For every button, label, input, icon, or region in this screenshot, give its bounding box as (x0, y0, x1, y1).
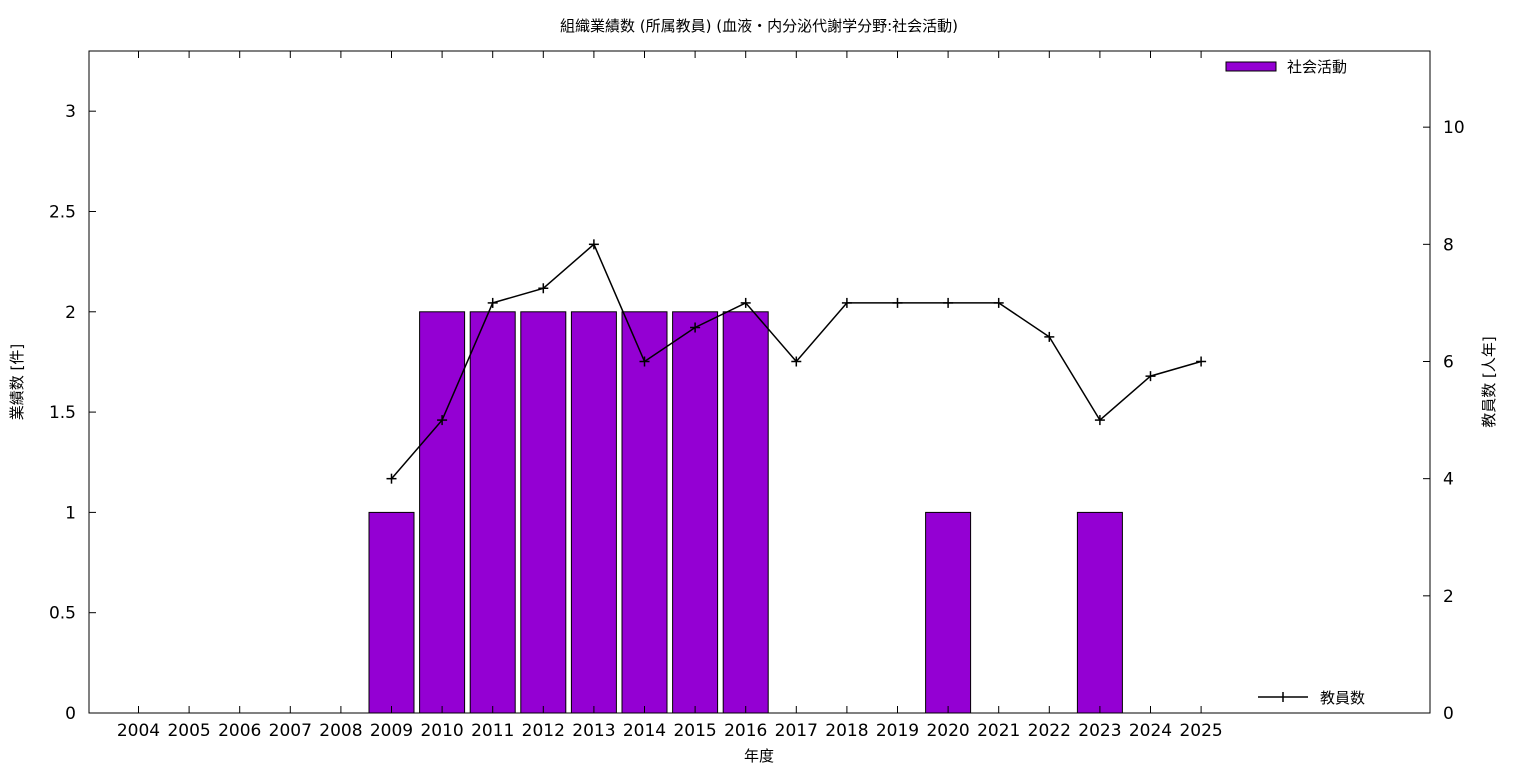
y-tick-label: 1 (65, 503, 76, 523)
x-tick-label: 2019 (876, 721, 919, 741)
x-tick-label: 2006 (218, 721, 261, 741)
y2-tick-label: 0 (1443, 704, 1454, 724)
point-2016 (740, 297, 751, 308)
x-tick-label: 2007 (269, 721, 312, 741)
y-axis-label: 業績数 [件] (8, 344, 26, 420)
y-tick-label: 0.5 (49, 604, 76, 624)
x-tick-label: 2012 (522, 721, 565, 741)
y2-tick-label: 6 (1443, 352, 1454, 372)
bars-layer (368, 311, 1123, 714)
y2-tick-label: 4 (1443, 470, 1454, 490)
y-tick-label: 3 (65, 102, 76, 122)
bar-2013 (570, 311, 617, 714)
x-tick-label: 2023 (1078, 721, 1121, 741)
chart-title: 組織業績数 (所属教員) (血液・内分泌代謝学分野:社会活動) (560, 17, 958, 35)
legend-item-bar: 社会活動 (1225, 58, 1347, 76)
bar-2009 (368, 511, 415, 714)
x-tick-label: 2008 (319, 721, 362, 741)
line-layer (386, 239, 1207, 484)
point-2015 (690, 322, 701, 333)
x-tick-label: 2004 (117, 721, 160, 741)
point-2019 (892, 297, 903, 308)
x-tick-label: 2020 (926, 721, 969, 741)
point-2018 (841, 297, 852, 308)
y2-tick-label: 10 (1443, 118, 1465, 138)
x-tick-label: 2022 (1028, 721, 1071, 741)
y-tick-label: 1.5 (49, 403, 76, 423)
legend-item-line: 教員数 (1258, 689, 1365, 707)
x-tick-label: 2024 (1129, 721, 1172, 741)
y2-tick-label: 2 (1443, 587, 1454, 607)
legend-label: 社会活動 (1287, 58, 1347, 76)
y2-tick-label: 8 (1443, 235, 1454, 255)
y2-axis-label: 教員数 [人年] (1480, 336, 1498, 427)
x-tick-label: 2010 (420, 721, 463, 741)
x-tick-label: 2021 (977, 721, 1020, 741)
point-2014 (639, 356, 650, 367)
y-tick-label: 2.5 (49, 202, 76, 222)
axes-layer: 0 0.5 1 1.5 2 2.5 3 0 2 4 6 8 10 2004 2005 2006 2007 2008… (49, 50, 1465, 741)
point-2024 (1145, 371, 1156, 382)
bar-2010 (419, 311, 466, 714)
point-2017 (791, 356, 802, 367)
x-tick-label: 2017 (775, 721, 818, 741)
point-2025 (1196, 356, 1207, 367)
x-tick-label: 2009 (370, 721, 413, 741)
x-tick-label: 2011 (471, 721, 514, 741)
point-2020 (943, 297, 954, 308)
bar-2011 (469, 311, 516, 714)
bar-2023 (1076, 511, 1123, 714)
point-2021 (993, 297, 1004, 308)
y-tick-label: 2 (65, 303, 76, 323)
point-2012 (538, 283, 549, 294)
point-2013 (588, 239, 599, 250)
bar-2020 (925, 511, 972, 714)
legend-swatch (1225, 61, 1277, 72)
point-2011 (487, 297, 498, 308)
x-tick-label: 2018 (825, 721, 868, 741)
bar-2016 (722, 311, 769, 714)
point-2023 (1094, 415, 1105, 426)
x-axis-label: 年度 (744, 747, 774, 765)
point-2010 (437, 415, 448, 426)
x-tick-label: 2016 (724, 721, 767, 741)
plot-frame (88, 50, 1431, 714)
legend-label: 教員数 (1320, 689, 1365, 707)
x-tick-label: 2005 (167, 721, 210, 741)
bar-2014 (621, 311, 668, 714)
bar-2015 (672, 311, 719, 714)
point-2009 (386, 473, 397, 484)
x-tick-label: 2025 (1179, 721, 1222, 741)
x-tick-label: 2015 (673, 721, 716, 741)
x-tick-label: 2013 (572, 721, 615, 741)
y-tick-label: 0 (65, 704, 76, 724)
x-tick-label: 2014 (623, 721, 666, 741)
point-2022 (1044, 331, 1055, 342)
bar-2012 (520, 311, 567, 714)
